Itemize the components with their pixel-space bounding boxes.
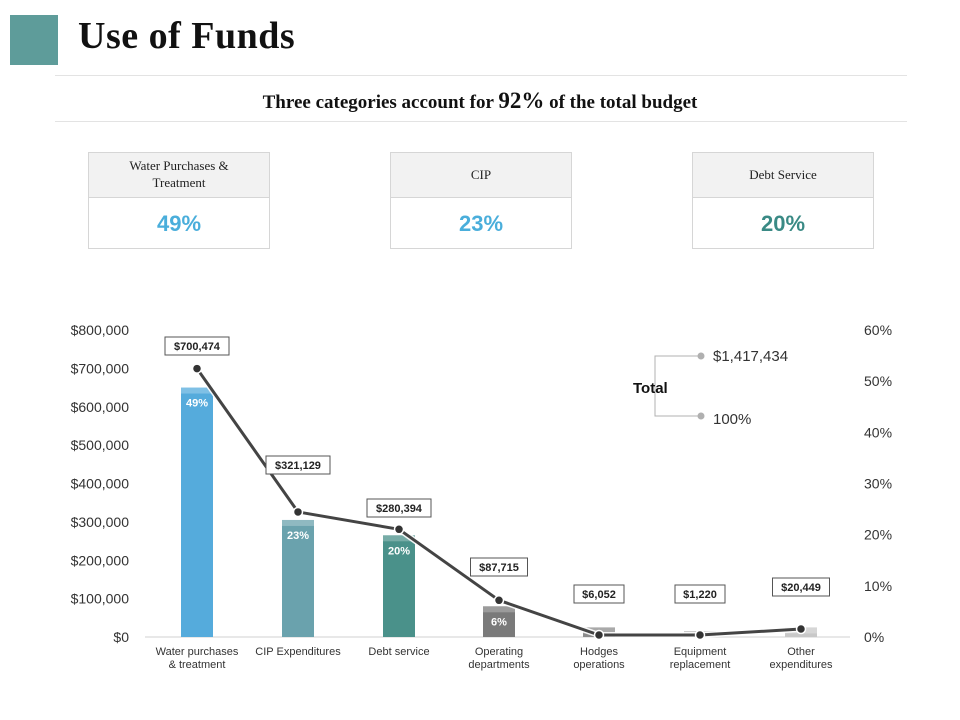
- total-bracket-dot: [697, 352, 705, 360]
- data-label: $700,474: [174, 341, 221, 353]
- line-point: [292, 506, 304, 518]
- bar: [383, 535, 415, 637]
- y-left-tick-label: $0: [113, 629, 129, 645]
- y-right-tick-label: 30%: [864, 476, 892, 492]
- data-label: $321,129: [275, 460, 321, 472]
- data-label-box: [573, 584, 625, 604]
- y-right-tick-label: 0%: [864, 629, 884, 645]
- y-right-tick-label: 10%: [864, 578, 892, 594]
- line-point: [191, 363, 203, 374]
- title-accent-square: [10, 15, 58, 65]
- bar: [483, 606, 515, 637]
- page-title: Use of Funds: [78, 15, 296, 57]
- bar-percent-label: 1%: [793, 637, 809, 649]
- category-label: replacement: [670, 659, 731, 671]
- data-label-box: [265, 455, 331, 475]
- summary-prefix: Three categories account for: [262, 92, 499, 113]
- summary-headline: Three categories account for 92% of the …: [0, 88, 960, 114]
- data-label-box: [164, 336, 230, 356]
- kpi-value: 23%: [458, 210, 504, 236]
- data-label: $6,052: [582, 589, 616, 601]
- y-left-tick-label: $400,000: [71, 476, 130, 492]
- total-amount: $1,417,434: [713, 348, 788, 365]
- y-right-tick-label: 40%: [864, 424, 892, 440]
- category-label: Hodges: [580, 646, 618, 658]
- data-label: $20,449: [781, 582, 821, 594]
- category-label: Water purchases: [156, 646, 239, 658]
- total-label: Total: [633, 380, 668, 397]
- total-percent: 100%: [713, 411, 751, 428]
- kpi-label: CIP: [391, 153, 571, 198]
- kpi-card-debt-service: Debt Service 20%: [692, 152, 874, 249]
- y-left-tick-label: $700,000: [71, 360, 130, 376]
- line-point: [593, 629, 605, 641]
- total-bracket-dot: [697, 412, 705, 420]
- y-left-tick-label: $800,000: [71, 322, 130, 338]
- summary-suffix: of the total budget: [544, 92, 698, 113]
- y-left-tick-label: $500,000: [71, 437, 130, 453]
- y-right-tick-label: 50%: [864, 373, 892, 389]
- category-label: Debt service: [368, 646, 429, 658]
- use-of-funds-chart: $0 $100,000 $200,000 $300,000 $400,000 $500,0…: [71, 322, 892, 671]
- data-label-box: [674, 584, 726, 604]
- kpi-value: 20%: [760, 210, 806, 236]
- data-label: $87,715: [479, 562, 519, 574]
- y-left-tick-label: $200,000: [71, 552, 130, 568]
- y-right-tick-label: 60%: [864, 322, 892, 338]
- category-label: expenditures: [770, 659, 833, 671]
- summary-highlight: 92%: [498, 88, 545, 113]
- data-label-box: [366, 498, 432, 518]
- category-label: Operating: [475, 646, 523, 658]
- bar: [282, 519, 314, 637]
- bar: [181, 387, 213, 637]
- bar-percent-label: 23%: [287, 530, 309, 542]
- bar-highlight: [282, 519, 314, 526]
- kpi-card-cip: CIP 23%: [390, 152, 572, 249]
- category-label: Equipment: [674, 646, 727, 658]
- data-label: $280,394: [376, 503, 423, 515]
- divider-top: [55, 75, 907, 76]
- category-label: operations: [573, 659, 625, 671]
- total-bracket: [654, 355, 700, 417]
- kpi-card-water: Water Purchases & Treatment 49%: [88, 152, 270, 249]
- line-point: [694, 629, 706, 641]
- data-label-box: [470, 557, 528, 577]
- kpi-label: Water Purchases & Treatment: [89, 153, 269, 198]
- bar-highlight: [483, 606, 515, 613]
- y-left-tick-label: $600,000: [71, 399, 130, 415]
- bar-percent-label: 1%: [692, 641, 708, 653]
- data-label-box: [772, 577, 830, 597]
- line-point: [795, 623, 807, 635]
- bar-highlight: [181, 387, 213, 394]
- y-left-tick-label: $100,000: [71, 591, 130, 607]
- category-label: departments: [468, 659, 530, 671]
- bar-percent-label: 1%: [591, 637, 607, 649]
- y-left-tick-label: $300,000: [71, 514, 130, 530]
- kpi-value: 49%: [156, 210, 202, 236]
- category-label: CIP Expenditures: [255, 646, 341, 658]
- category-label: Other: [787, 646, 815, 658]
- bar-percent-label: 6%: [491, 616, 507, 628]
- category-label: & treatment: [169, 659, 226, 671]
- line-point: [393, 524, 405, 535]
- line-point: [493, 595, 505, 606]
- bar-highlight: [383, 535, 415, 542]
- divider-bottom: [55, 121, 907, 122]
- bar-percent-label: 20%: [388, 545, 410, 557]
- bar-percent-label: 49%: [186, 398, 208, 410]
- y-right-tick-label: 20%: [864, 527, 892, 543]
- data-label: $1,220: [683, 589, 717, 601]
- kpi-label: Debt Service: [693, 153, 873, 198]
